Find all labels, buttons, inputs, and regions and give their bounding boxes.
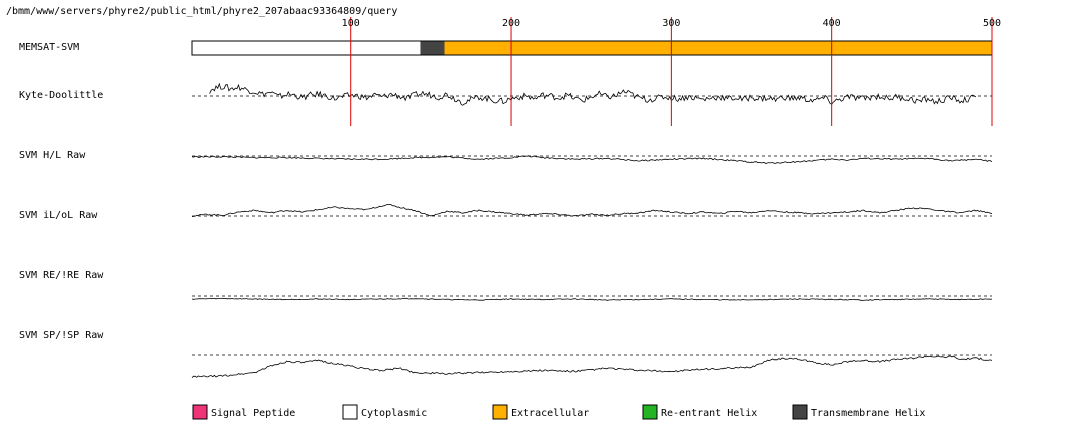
track-svm-il-ol-raw: SVM iL/oL Raw bbox=[19, 204, 993, 221]
legend-swatch-signal-peptide bbox=[192, 404, 208, 420]
legend-item-signal-peptide: Signal Peptide bbox=[192, 404, 295, 420]
profile-line-svm-il-ol-raw bbox=[191, 204, 993, 217]
profile-line-svm-re-re-raw bbox=[191, 297, 993, 301]
tick-label-300: 300 bbox=[662, 18, 680, 29]
legend-label-cytoplasmic: Cytoplasmic bbox=[361, 408, 427, 419]
position-ticks: 100 200 300 400 500 bbox=[342, 17, 1001, 126]
track-label-svm-il-ol-raw: SVM iL/oL Raw bbox=[19, 210, 98, 221]
track-label-svm-re-re-raw: SVM RE/!RE Raw bbox=[19, 270, 104, 281]
legend-label-transmembrane-helix: Transmembrane Helix bbox=[811, 408, 925, 419]
legend-item-transmembrane-helix: Transmembrane Helix bbox=[792, 404, 925, 420]
tracks-layer: MEMSAT-SVM Kyte-Doolittle SVM H/L Raw SVM i… bbox=[19, 40, 993, 378]
legend-swatch-transmembrane-helix bbox=[792, 404, 808, 420]
tick-label-100: 100 bbox=[342, 18, 360, 29]
track-svm-sp-sp-raw: SVM SP/!SP Raw bbox=[19, 330, 993, 378]
tick-label-500: 500 bbox=[983, 18, 1001, 29]
profile-line-svm-h-l-raw bbox=[191, 155, 993, 164]
track-label-kyte-doolittle: Kyte-Doolittle bbox=[19, 90, 103, 101]
legend-swatch-re-entrant-helix bbox=[642, 404, 658, 420]
profile-line-svm-sp-sp-raw bbox=[191, 355, 993, 378]
legend-label-re-entrant-helix: Re-entrant Helix bbox=[661, 408, 757, 419]
legend-swatch-extracellular bbox=[492, 404, 508, 420]
segment-cytoplasmic bbox=[192, 41, 421, 55]
track-memsat-svm: MEMSAT-SVM bbox=[19, 40, 993, 56]
track-svm-h-l-raw: SVM H/L Raw bbox=[19, 150, 993, 164]
legend-item-re-entrant-helix: Re-entrant Helix bbox=[642, 404, 757, 420]
track-label-svm-h-l-raw: SVM H/L Raw bbox=[19, 150, 86, 161]
legend-item-cytoplasmic: Cytoplasmic bbox=[342, 404, 427, 420]
segment-extracellular bbox=[444, 41, 992, 55]
legend: Signal Peptide Cytoplasmic Extracellular Re… bbox=[192, 404, 925, 420]
track-svm-re-re-raw: SVM RE/!RE Raw bbox=[19, 270, 993, 301]
legend-label-extracellular: Extracellular bbox=[511, 408, 589, 419]
legend-swatch-cytoplasmic bbox=[342, 404, 358, 420]
query-path-label: /bmm/www/servers/phyre2/public_html/phyr… bbox=[6, 6, 397, 17]
track-label-memsat-svm: MEMSAT-SVM bbox=[19, 42, 79, 53]
profile-line-kyte-doolittle bbox=[209, 82, 977, 106]
track-kyte-doolittle: Kyte-Doolittle bbox=[19, 82, 992, 106]
legend-label-signal-peptide: Signal Peptide bbox=[211, 408, 295, 419]
track-label-svm-sp-sp-raw: SVM SP/!SP Raw bbox=[19, 330, 104, 341]
tick-label-200: 200 bbox=[502, 18, 520, 29]
legend-item-extracellular: Extracellular bbox=[492, 404, 589, 420]
segment-transmembrane-helix bbox=[420, 41, 445, 55]
tick-label-400: 400 bbox=[823, 18, 841, 29]
